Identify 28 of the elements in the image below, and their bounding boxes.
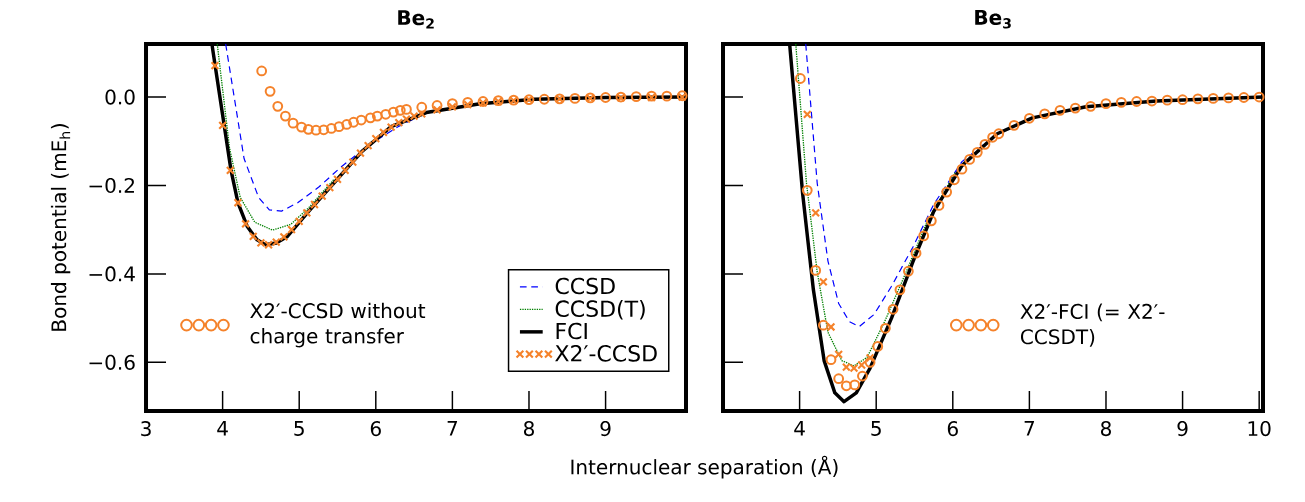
legend-label: X2′-FCI (= X2′-CCSDT): [1020, 303, 1165, 347]
x-tick-label: 6: [370, 421, 381, 437]
x-tick-label: 7: [1024, 421, 1035, 436]
x-tick-label: 8: [1100, 421, 1111, 437]
y-tick-label: 0.0: [105, 89, 135, 105]
y-tick-label: −0.2: [89, 177, 134, 194]
x-tick-label: 10: [1248, 421, 1271, 437]
legend-label: X2′-CCSD: [555, 345, 657, 362]
legend-label: CCSD: [555, 277, 615, 295]
x-axis-title: Internuclear separation (Å): [571, 455, 838, 479]
x-tick-label: 4: [217, 421, 228, 436]
x-tick-label: 4: [794, 421, 805, 436]
y-axis-title: Bond potential (mE$_{h}$): [50, 124, 71, 331]
x-tick-label: 7: [447, 421, 458, 436]
x-tick-label: 5: [871, 421, 881, 436]
y-tick-label: −0.6: [89, 354, 135, 370]
x-tick-label: 9: [1177, 421, 1188, 437]
x-tick-label: 6: [947, 421, 958, 437]
y-tick-label: −0.4: [89, 266, 135, 282]
chart-title: Be$_{2}$: [398, 10, 434, 29]
x-tick-label: 8: [523, 421, 534, 437]
x-tick-label: 5: [294, 421, 304, 436]
chart-title: Be$_{3}$: [975, 10, 1011, 29]
x-tick-label: 3: [141, 421, 151, 437]
legend-label: FCI: [556, 322, 587, 340]
legend-label: CCSD(T): [555, 300, 645, 320]
legend-label: X2′-CCSD without charge transfer: [250, 302, 426, 348]
x-tick-label: 9: [600, 421, 611, 437]
